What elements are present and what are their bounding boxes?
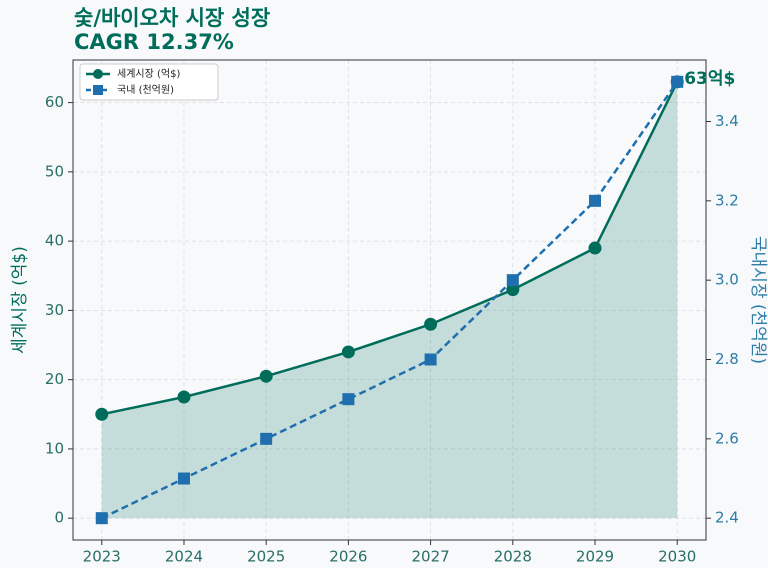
legend-box: [79, 63, 219, 101]
x-tick-label: 2030: [658, 548, 696, 566]
x-tick-label: 2024: [165, 548, 203, 566]
chart-subtitle: CAGR 12.37%: [74, 30, 234, 54]
marker: [341, 345, 355, 359]
x-tick-label: 2023: [83, 548, 121, 566]
legend-marker: [93, 69, 103, 79]
marker: [259, 369, 273, 383]
y2-axis-label: 국내시장 (천억원): [748, 236, 768, 364]
y-axis-label: 세계시장 (억$): [10, 246, 30, 354]
marker: [177, 390, 191, 404]
marker: [424, 317, 438, 331]
plot-frame: [72, 59, 707, 541]
marker: [506, 283, 520, 297]
marker: [95, 407, 109, 421]
chart-title: 숯/바이오차 시장 성장: [74, 6, 270, 30]
marker: [588, 241, 602, 255]
x-tick-label: 2028: [494, 548, 532, 566]
marker: [506, 274, 519, 287]
x-tick-label: 2027: [412, 548, 450, 566]
y-tick-label: 60: [45, 93, 64, 111]
annotation: 63억$: [684, 69, 735, 89]
legend: 세계시장 (억$) 국내 (천억원): [79, 63, 219, 101]
y2-tick-label: 2.8: [715, 350, 739, 368]
y-tick-label: 20: [45, 370, 64, 388]
legend-label: 국내 (천억원): [117, 84, 174, 96]
legend-marker: [93, 85, 103, 95]
x-tick-label: 2025: [247, 548, 285, 566]
area: [101, 81, 678, 519]
y2-tick-label: 2.6: [715, 429, 739, 447]
marker: [177, 472, 190, 485]
legend-label: 세계시장 (억$): [117, 68, 180, 80]
y2-tick-label: 2.4: [715, 509, 739, 527]
marker: [671, 75, 684, 88]
y-tick-label: 30: [45, 301, 64, 319]
x-tick-label: 2026: [329, 548, 367, 566]
marker: [424, 353, 437, 366]
line: [101, 81, 679, 416]
y2-tick-label: 3.0: [715, 271, 739, 289]
y-tick-label: 10: [45, 439, 64, 457]
marker: [260, 432, 273, 445]
y2-tick-label: 3.2: [715, 191, 739, 209]
y-tick-label: 40: [45, 232, 64, 250]
marker: [95, 512, 108, 525]
marker: [342, 393, 355, 406]
y-tick-label: 50: [45, 162, 64, 180]
y2-tick-label: 3.4: [715, 112, 739, 130]
x-tick-label: 2029: [576, 548, 614, 566]
marker: [589, 194, 602, 207]
y-tick-label: 0: [54, 509, 64, 527]
line: [101, 81, 679, 520]
